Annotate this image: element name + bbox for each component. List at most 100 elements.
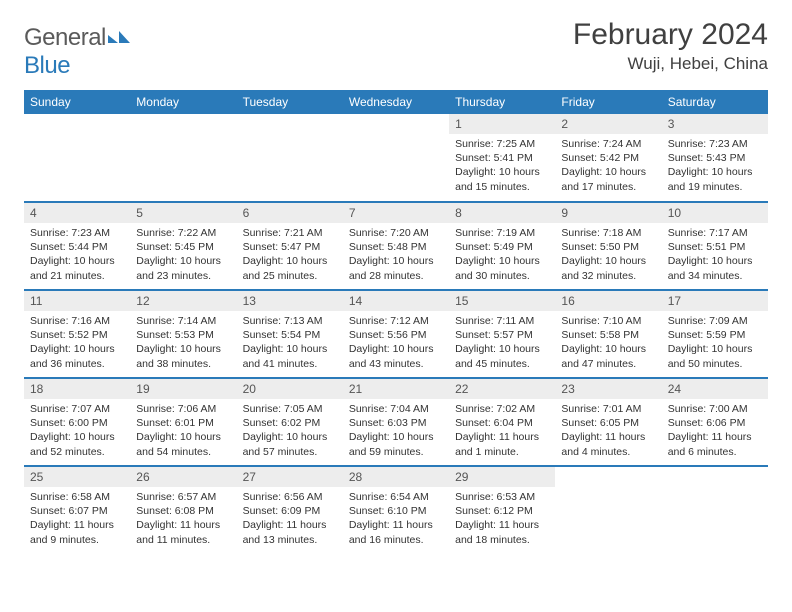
day-number: 5 — [130, 203, 236, 223]
daylight-text: Daylight: 10 hours and 50 minutes. — [668, 342, 762, 370]
calendar-cell: 25Sunrise: 6:58 AMSunset: 6:07 PMDayligh… — [24, 466, 130, 554]
month-title: February 2024 — [573, 18, 768, 52]
daylight-text: Daylight: 11 hours and 6 minutes. — [668, 430, 762, 458]
brand-mark-icon — [108, 24, 130, 52]
calendar-cell: 4Sunrise: 7:23 AMSunset: 5:44 PMDaylight… — [24, 202, 130, 290]
day-number: 25 — [24, 467, 130, 487]
sunset-text: Sunset: 5:51 PM — [668, 240, 762, 254]
calendar-cell: 18Sunrise: 7:07 AMSunset: 6:00 PMDayligh… — [24, 378, 130, 466]
sunset-text: Sunset: 5:52 PM — [30, 328, 124, 342]
day-content: Sunrise: 6:58 AMSunset: 6:07 PMDaylight:… — [24, 487, 130, 553]
day-content: Sunrise: 7:20 AMSunset: 5:48 PMDaylight:… — [343, 223, 449, 289]
day-content: Sunrise: 7:17 AMSunset: 5:51 PMDaylight:… — [662, 223, 768, 289]
calendar-cell: 24Sunrise: 7:00 AMSunset: 6:06 PMDayligh… — [662, 378, 768, 466]
sunset-text: Sunset: 5:43 PM — [668, 151, 762, 165]
sunset-text: Sunset: 6:12 PM — [455, 504, 549, 518]
day-content: Sunrise: 7:24 AMSunset: 5:42 PMDaylight:… — [555, 134, 661, 200]
day-number: 26 — [130, 467, 236, 487]
day-number: 7 — [343, 203, 449, 223]
sunset-text: Sunset: 5:41 PM — [455, 151, 549, 165]
day-number: 6 — [237, 203, 343, 223]
calendar-cell: 1Sunrise: 7:25 AMSunset: 5:41 PMDaylight… — [449, 114, 555, 202]
day-number: 18 — [24, 379, 130, 399]
daylight-text: Daylight: 10 hours and 19 minutes. — [668, 165, 762, 193]
day-content: Sunrise: 7:11 AMSunset: 5:57 PMDaylight:… — [449, 311, 555, 377]
calendar-week-row: 1Sunrise: 7:25 AMSunset: 5:41 PMDaylight… — [24, 114, 768, 202]
sunset-text: Sunset: 6:07 PM — [30, 504, 124, 518]
sunset-text: Sunset: 6:08 PM — [136, 504, 230, 518]
calendar-cell: 2Sunrise: 7:24 AMSunset: 5:42 PMDaylight… — [555, 114, 661, 202]
day-content: Sunrise: 7:04 AMSunset: 6:03 PMDaylight:… — [343, 399, 449, 465]
daylight-text: Daylight: 11 hours and 1 minute. — [455, 430, 549, 458]
day-number: 11 — [24, 291, 130, 311]
sunrise-text: Sunrise: 7:09 AM — [668, 314, 762, 328]
calendar-cell — [130, 114, 236, 202]
sunset-text: Sunset: 5:54 PM — [243, 328, 337, 342]
weekday-header: Monday — [130, 90, 236, 114]
daylight-text: Daylight: 10 hours and 41 minutes. — [243, 342, 337, 370]
day-content: Sunrise: 7:09 AMSunset: 5:59 PMDaylight:… — [662, 311, 768, 377]
calendar-body: 1Sunrise: 7:25 AMSunset: 5:41 PMDaylight… — [24, 114, 768, 554]
day-content: Sunrise: 7:18 AMSunset: 5:50 PMDaylight:… — [555, 223, 661, 289]
sunset-text: Sunset: 6:10 PM — [349, 504, 443, 518]
day-number: 1 — [449, 114, 555, 134]
day-content: Sunrise: 7:19 AMSunset: 5:49 PMDaylight:… — [449, 223, 555, 289]
calendar-cell: 9Sunrise: 7:18 AMSunset: 5:50 PMDaylight… — [555, 202, 661, 290]
day-content: Sunrise: 7:01 AMSunset: 6:05 PMDaylight:… — [555, 399, 661, 465]
sunrise-text: Sunrise: 7:13 AM — [243, 314, 337, 328]
day-content: Sunrise: 7:22 AMSunset: 5:45 PMDaylight:… — [130, 223, 236, 289]
calendar-cell: 6Sunrise: 7:21 AMSunset: 5:47 PMDaylight… — [237, 202, 343, 290]
day-content: Sunrise: 6:53 AMSunset: 6:12 PMDaylight:… — [449, 487, 555, 553]
sunset-text: Sunset: 5:53 PM — [136, 328, 230, 342]
daylight-text: Daylight: 10 hours and 17 minutes. — [561, 165, 655, 193]
sunset-text: Sunset: 5:57 PM — [455, 328, 549, 342]
calendar-cell: 3Sunrise: 7:23 AMSunset: 5:43 PMDaylight… — [662, 114, 768, 202]
calendar-week-row: 11Sunrise: 7:16 AMSunset: 5:52 PMDayligh… — [24, 290, 768, 378]
weekday-header: Saturday — [662, 90, 768, 114]
sunset-text: Sunset: 6:04 PM — [455, 416, 549, 430]
sunrise-text: Sunrise: 6:56 AM — [243, 490, 337, 504]
sunrise-text: Sunrise: 7:04 AM — [349, 402, 443, 416]
day-number: 14 — [343, 291, 449, 311]
day-number: 15 — [449, 291, 555, 311]
day-number: 27 — [237, 467, 343, 487]
day-content: Sunrise: 7:07 AMSunset: 6:00 PMDaylight:… — [24, 399, 130, 465]
calendar-cell: 14Sunrise: 7:12 AMSunset: 5:56 PMDayligh… — [343, 290, 449, 378]
daylight-text: Daylight: 10 hours and 57 minutes. — [243, 430, 337, 458]
calendar-cell: 27Sunrise: 6:56 AMSunset: 6:09 PMDayligh… — [237, 466, 343, 554]
brand-text: GeneralBlue — [24, 24, 130, 80]
day-number: 2 — [555, 114, 661, 134]
sunrise-text: Sunrise: 7:14 AM — [136, 314, 230, 328]
sunrise-text: Sunrise: 7:07 AM — [30, 402, 124, 416]
calendar-cell: 5Sunrise: 7:22 AMSunset: 5:45 PMDaylight… — [130, 202, 236, 290]
day-number: 20 — [237, 379, 343, 399]
sunset-text: Sunset: 6:01 PM — [136, 416, 230, 430]
weekday-header: Wednesday — [343, 90, 449, 114]
day-content: Sunrise: 7:06 AMSunset: 6:01 PMDaylight:… — [130, 399, 236, 465]
daylight-text: Daylight: 10 hours and 23 minutes. — [136, 254, 230, 282]
brand-part2: Blue — [24, 52, 70, 79]
sunset-text: Sunset: 5:58 PM — [561, 328, 655, 342]
calendar-cell — [343, 114, 449, 202]
daylight-text: Daylight: 10 hours and 28 minutes. — [349, 254, 443, 282]
day-content: Sunrise: 6:57 AMSunset: 6:08 PMDaylight:… — [130, 487, 236, 553]
day-content: Sunrise: 7:23 AMSunset: 5:43 PMDaylight:… — [662, 134, 768, 200]
calendar-cell: 19Sunrise: 7:06 AMSunset: 6:01 PMDayligh… — [130, 378, 236, 466]
daylight-text: Daylight: 10 hours and 47 minutes. — [561, 342, 655, 370]
day-content: Sunrise: 7:10 AMSunset: 5:58 PMDaylight:… — [555, 311, 661, 377]
calendar-cell: 11Sunrise: 7:16 AMSunset: 5:52 PMDayligh… — [24, 290, 130, 378]
day-content: Sunrise: 7:13 AMSunset: 5:54 PMDaylight:… — [237, 311, 343, 377]
sunrise-text: Sunrise: 7:18 AM — [561, 226, 655, 240]
day-content: Sunrise: 7:00 AMSunset: 6:06 PMDaylight:… — [662, 399, 768, 465]
daylight-text: Daylight: 11 hours and 18 minutes. — [455, 518, 549, 546]
calendar-cell: 13Sunrise: 7:13 AMSunset: 5:54 PMDayligh… — [237, 290, 343, 378]
daylight-text: Daylight: 11 hours and 11 minutes. — [136, 518, 230, 546]
day-number: 28 — [343, 467, 449, 487]
sunset-text: Sunset: 5:47 PM — [243, 240, 337, 254]
daylight-text: Daylight: 10 hours and 36 minutes. — [30, 342, 124, 370]
sunset-text: Sunset: 6:09 PM — [243, 504, 337, 518]
sunset-text: Sunset: 5:59 PM — [668, 328, 762, 342]
calendar-cell — [662, 466, 768, 554]
brand-logo: GeneralBlue — [24, 24, 130, 80]
location-label: Wuji, Hebei, China — [573, 54, 768, 74]
